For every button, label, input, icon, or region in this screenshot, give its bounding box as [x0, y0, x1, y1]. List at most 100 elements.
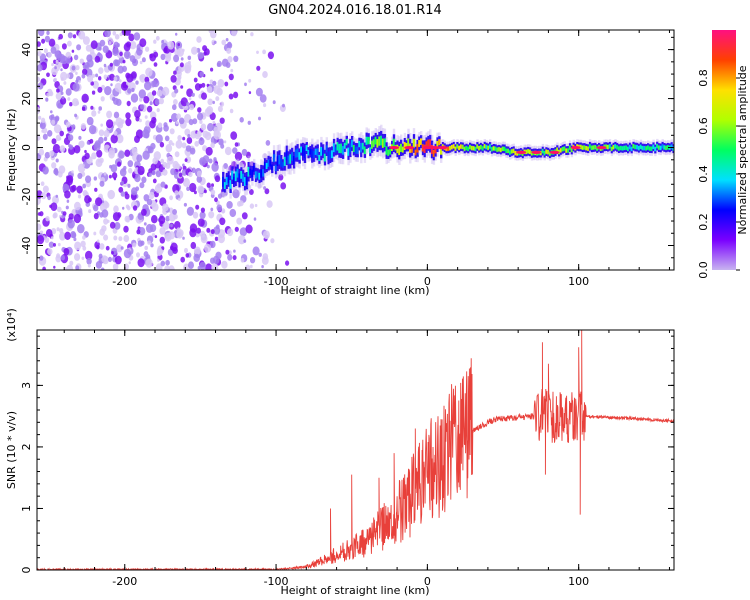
- noise-blob: [262, 153, 268, 160]
- noise-blob: [53, 77, 57, 82]
- ridge-core: [398, 146, 401, 155]
- noise-blob: [209, 240, 216, 249]
- noise-blob: [240, 257, 245, 263]
- ridge-core: [617, 146, 621, 151]
- spectrogram-x-tick-label: 0: [424, 275, 431, 288]
- noise-blob: [239, 117, 244, 123]
- noise-blob: [144, 245, 148, 251]
- ridge-core: [254, 171, 258, 179]
- ridge-core: [483, 144, 486, 149]
- noise-blob: [188, 261, 194, 270]
- ridge-core: [656, 143, 659, 149]
- noise-blob: [57, 242, 61, 247]
- ridge-core: [253, 165, 256, 172]
- noise-blob: [262, 230, 270, 239]
- noise-blob: [248, 78, 252, 83]
- noise-blob: [199, 261, 206, 270]
- noise-blob: [278, 174, 284, 181]
- noise-blob: [55, 134, 61, 141]
- ridge-core: [231, 170, 234, 180]
- ridge-core: [338, 143, 341, 154]
- noise-blob: [189, 104, 195, 111]
- noise-blob: [177, 197, 181, 201]
- ridge-core: [510, 149, 514, 154]
- spectrogram-y-tick-label: -20: [20, 188, 33, 206]
- ridge-peak: [422, 146, 433, 150]
- noise-blob: [215, 224, 220, 230]
- ridge-core: [643, 146, 646, 151]
- ridge-core: [356, 146, 359, 154]
- noise-blob: [47, 248, 53, 256]
- noise-blob: [223, 163, 229, 169]
- noise-blob: [112, 263, 119, 270]
- noise-blob: [154, 98, 160, 106]
- spectrogram-x-tick-label: -100: [264, 275, 289, 288]
- noise-blob: [123, 234, 130, 243]
- ridge-core: [278, 155, 281, 165]
- noise-blob: [270, 238, 275, 244]
- noise-blob: [169, 245, 174, 251]
- noise-blob: [76, 185, 83, 194]
- noise-blob: [255, 87, 263, 97]
- noise-blob: [117, 161, 122, 167]
- ridge-core: [380, 135, 383, 146]
- noise-blob: [38, 148, 45, 156]
- noise-blob: [155, 134, 163, 144]
- noise-blob: [116, 43, 120, 48]
- noise-blob: [86, 54, 93, 62]
- noise-blob: [152, 178, 157, 184]
- noise-blob: [45, 216, 50, 222]
- ridge-core: [372, 139, 376, 148]
- ridge-core: [481, 146, 485, 151]
- noise-blob: [180, 97, 188, 107]
- ridge-core: [463, 146, 466, 152]
- noise-blob: [60, 55, 68, 65]
- noise-blob: [47, 51, 52, 58]
- snr-x-tick-label: 0: [424, 575, 431, 588]
- noise-blob: [230, 68, 234, 73]
- noise-blob: [161, 39, 165, 44]
- ridge-core: [496, 147, 499, 152]
- noise-blob: [191, 46, 198, 55]
- noise-blob: [69, 185, 76, 193]
- colorbar-label: Normalized spectral amplitude: [736, 65, 749, 234]
- noise-blob: [206, 164, 210, 169]
- noise-blob: [169, 118, 172, 123]
- noise-blob: [40, 192, 47, 200]
- ridge-core: [412, 138, 416, 149]
- noise-blob: [132, 174, 136, 178]
- colorbar-tick-label: 0.2: [697, 213, 710, 231]
- noise-blob: [188, 171, 193, 178]
- ridge-core: [505, 148, 508, 153]
- noise-blob: [169, 128, 175, 135]
- noise-blob: [95, 73, 99, 78]
- noise-blob: [100, 267, 105, 270]
- ridge-core: [245, 176, 249, 185]
- noise-blob: [37, 76, 41, 83]
- noise-blob: [92, 80, 99, 89]
- noise-blob: [137, 258, 145, 268]
- noise-blob: [191, 167, 196, 174]
- noise-blob: [196, 130, 202, 138]
- noise-blob: [210, 189, 216, 196]
- noise-blob: [158, 215, 166, 225]
- snr-panel: -200 -100 0 100 0 1 2 3 Height of straight line…: [5, 308, 675, 597]
- noise-blob: [189, 228, 197, 238]
- noise-blob: [97, 159, 101, 163]
- noise-blob: [197, 52, 204, 60]
- noise-blob: [131, 87, 135, 92]
- noise-blob: [114, 34, 120, 40]
- noise-blob: [55, 158, 59, 163]
- noise-blob: [60, 71, 68, 81]
- noise-blob: [167, 41, 175, 50]
- noise-blob: [152, 157, 158, 165]
- noise-blob: [170, 75, 177, 83]
- noise-blob: [226, 47, 232, 54]
- noise-blob: [206, 227, 211, 233]
- noise-blob: [76, 44, 82, 51]
- noise-blob: [196, 175, 203, 183]
- ridge-core: [236, 168, 239, 178]
- ridge-core: [365, 136, 368, 145]
- noise-blob: [148, 172, 152, 177]
- ridge-core: [318, 154, 321, 161]
